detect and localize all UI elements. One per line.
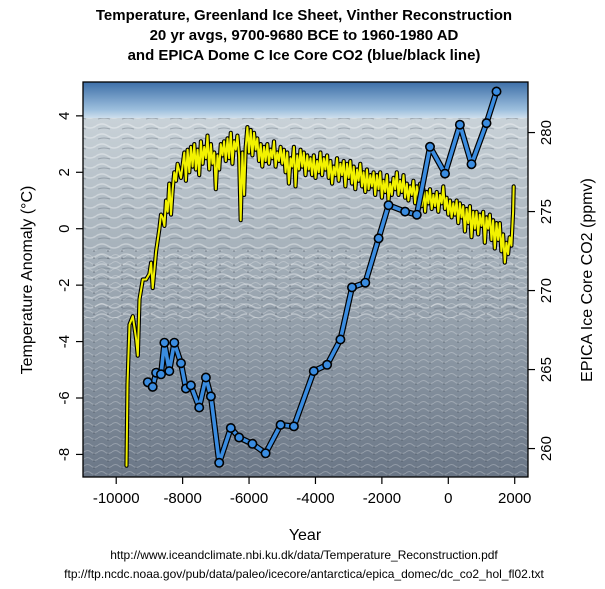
x-tick-label: -6000	[230, 490, 268, 507]
y-left-tick-label: 4	[56, 112, 73, 120]
chart-title-line-1: Temperature, Greenland Ice Sheet, Vinthe…	[96, 7, 512, 24]
co2-data-point	[169, 337, 180, 348]
co2-data-point	[200, 372, 211, 383]
y-right-axis-label: EPICA Ice Core CO2 (ppmv)	[579, 178, 596, 382]
plot-frame	[82, 81, 529, 478]
y-left-tick-label: 2	[56, 168, 73, 176]
y-left-axis: 4 2 0 -2 -4 -6 -8	[56, 112, 83, 461]
co2-data-point	[439, 168, 450, 179]
y-left-tick-label: -2	[56, 278, 73, 291]
series-layer	[124, 86, 516, 468]
co2-data-point	[147, 381, 158, 392]
y-right-tick-label: 280	[538, 120, 555, 145]
plot-background-photo	[83, 82, 528, 477]
chart-title-line-3: and EPICA Dome C Ice Core CO2 (blue/blac…	[128, 47, 481, 64]
x-tick-label: -2000	[363, 490, 401, 507]
co2-data-point	[247, 438, 258, 449]
source-line-2: ftp://ftp.ncdc.noaa.gov/pub/data/paleo/i…	[64, 567, 544, 581]
x-tick-label: -10000	[93, 490, 140, 507]
co2-data-point	[481, 118, 492, 129]
series-line-temperature	[125, 126, 515, 467]
source-line-1: http://www.iceandclimate.nbi.ku.dk/data/…	[110, 548, 498, 562]
co2-data-point	[214, 457, 225, 468]
co2-data-point	[346, 282, 357, 293]
y-left-tick-label: 0	[56, 225, 73, 233]
co2-data-point	[185, 380, 196, 391]
x-tick-label: 2000	[498, 490, 531, 507]
y-left-tick-label: -4	[56, 335, 73, 348]
co2-data-point	[308, 366, 319, 377]
y-left-tick-label: -8	[56, 448, 73, 461]
co2-data-point	[466, 159, 477, 170]
co2-data-point	[411, 209, 422, 220]
y-right-tick-label: 260	[538, 436, 555, 461]
co2-data-point	[424, 141, 435, 152]
co2-data-point	[260, 448, 271, 459]
y-right-axis: 280 275 270 265 260	[528, 120, 555, 461]
co2-data-point	[322, 359, 333, 370]
x-axis-label: Year	[289, 527, 322, 544]
co2-data-point	[205, 391, 216, 402]
co2-data-point	[335, 334, 346, 345]
y-right-tick-label: 275	[538, 199, 555, 224]
co2-data-point	[288, 421, 299, 432]
co2-data-point	[373, 233, 384, 244]
co2-data-point	[156, 369, 167, 380]
co2-data-point	[225, 422, 236, 433]
x-tick-label: -8000	[163, 490, 201, 507]
y-left-axis-label: Temperature Anomaly (°C)	[19, 186, 36, 375]
co2-data-point	[275, 419, 286, 430]
chart-title-line-2: 20 yr avgs, 9700-9680 BCE to 1960-1980 A…	[150, 27, 459, 44]
co2-data-point	[159, 337, 170, 348]
co2-data-point	[194, 402, 205, 413]
x-tick-label: -4000	[296, 490, 334, 507]
x-tick-label: 0	[444, 490, 452, 507]
co2-data-point	[360, 277, 371, 288]
y-right-tick-label: 265	[538, 357, 555, 382]
y-right-tick-label: 270	[538, 278, 555, 303]
co2-data-point	[164, 366, 175, 377]
y-left-tick-label: -6	[56, 391, 73, 404]
co2-data-point	[400, 206, 411, 217]
co2-data-point	[234, 432, 245, 443]
x-axis: -10000 -8000 -6000 -4000 -2000 0 2000	[93, 477, 531, 507]
co2-data-point	[383, 200, 394, 211]
co2-data-point	[176, 358, 187, 369]
co2-data-point	[491, 86, 502, 97]
co2-data-point	[454, 119, 465, 130]
